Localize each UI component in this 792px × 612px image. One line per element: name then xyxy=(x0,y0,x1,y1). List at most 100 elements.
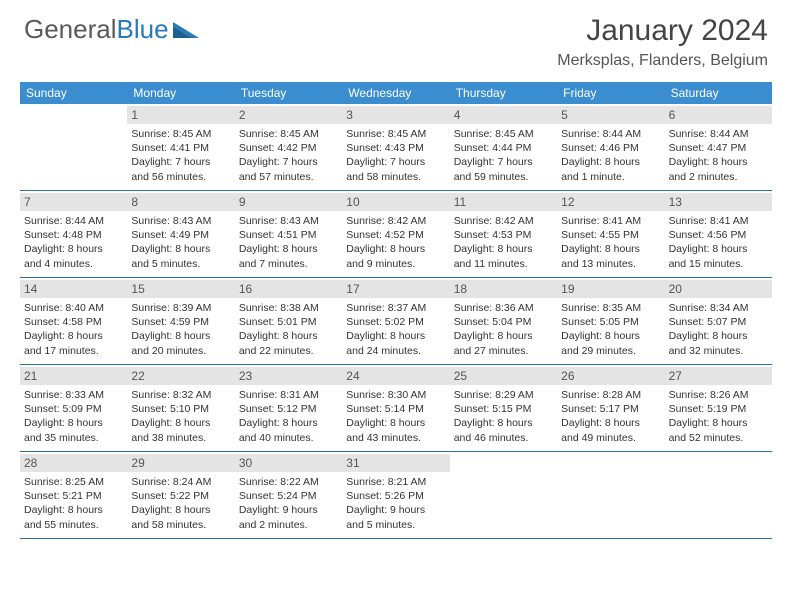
info-line: Daylight: 8 hours xyxy=(669,329,768,343)
info-line: and 59 minutes. xyxy=(454,170,553,184)
day-cell: 9 Sunrise: 8:43 AMSunset: 4:51 PMDaylight… xyxy=(235,191,342,277)
day-cell: 12Sunrise: 8:41 AMSunset: 4:55 PMDayligh… xyxy=(557,191,664,277)
day-info: Sunrise: 8:45 AMSunset: 4:42 PMDaylight:… xyxy=(239,127,338,184)
day-cell: 27 Sunrise: 8:26 AMSunset: 5:19 PMDayligh… xyxy=(665,365,772,451)
info-line: Sunset: 5:09 PM xyxy=(24,402,123,416)
header: GeneralBlue January 2024 Merksplas, Flan… xyxy=(0,0,792,76)
day-info: Sunrise: 8:42 AMSunset: 4:53 PMDaylight:… xyxy=(454,214,553,271)
day-info: Sunrise: 8:40 AMSunset: 4:58 PMDaylight:… xyxy=(24,301,123,358)
info-line: Daylight: 8 hours xyxy=(454,416,553,430)
info-line: and 13 minutes. xyxy=(561,257,660,271)
day-info: Sunrise: 8:44 AMSunset: 4:47 PMDaylight:… xyxy=(669,127,768,184)
day-cell: 10Sunrise: 8:42 AMSunset: 4:52 PMDayligh… xyxy=(342,191,449,277)
info-line: and 58 minutes. xyxy=(131,518,230,532)
day-number: 9 xyxy=(235,193,342,211)
info-line: Sunset: 5:02 PM xyxy=(346,315,445,329)
day-cell: 15Sunrise: 8:39 AMSunset: 4:59 PMDayligh… xyxy=(127,278,234,364)
day-number: 10 xyxy=(342,193,449,211)
dayhead-fri: Friday xyxy=(557,82,664,104)
info-line: Sunset: 5:14 PM xyxy=(346,402,445,416)
info-line: Sunrise: 8:45 AM xyxy=(239,127,338,141)
info-line: Sunrise: 8:28 AM xyxy=(561,388,660,402)
info-line: and 1 minute. xyxy=(561,170,660,184)
info-line: Sunset: 4:46 PM xyxy=(561,141,660,155)
info-line: Daylight: 8 hours xyxy=(131,242,230,256)
info-line: Sunset: 5:05 PM xyxy=(561,315,660,329)
day-number: 7 xyxy=(20,193,127,211)
day-cell: 3Sunrise: 8:45 AMSunset: 4:43 PMDaylight… xyxy=(342,104,449,190)
day-info: Sunrise: 8:43 AMSunset: 4:51 PMDaylight:… xyxy=(239,214,338,271)
day-number: 8 xyxy=(127,193,234,211)
info-line: Sunrise: 8:32 AM xyxy=(131,388,230,402)
day-info: Sunrise: 8:26 AMSunset: 5:19 PMDaylight:… xyxy=(669,388,768,445)
day-cell xyxy=(665,452,772,538)
day-info: Sunrise: 8:37 AMSunset: 5:02 PMDaylight:… xyxy=(346,301,445,358)
day-cell: 30Sunrise: 8:22 AMSunset: 5:24 PMDayligh… xyxy=(235,452,342,538)
day-cell xyxy=(557,452,664,538)
day-cell: 31Sunrise: 8:21 AMSunset: 5:26 PMDayligh… xyxy=(342,452,449,538)
info-line: Daylight: 7 hours xyxy=(346,155,445,169)
week-row: 28 Sunrise: 8:25 AMSunset: 5:21 PMDayligh… xyxy=(20,452,772,539)
day-number: 17 xyxy=(342,280,449,298)
day-info: Sunrise: 8:43 AMSunset: 4:49 PMDaylight:… xyxy=(131,214,230,271)
info-line: Sunset: 5:24 PM xyxy=(239,489,338,503)
day-info: Sunrise: 8:36 AMSunset: 5:04 PMDaylight:… xyxy=(454,301,553,358)
day-cell: 8 Sunrise: 8:43 AMSunset: 4:49 PMDaylight… xyxy=(127,191,234,277)
dayhead-mon: Monday xyxy=(127,82,234,104)
info-line: and 22 minutes. xyxy=(239,344,338,358)
day-number: 25 xyxy=(450,367,557,385)
info-line: and 29 minutes. xyxy=(561,344,660,358)
info-line: Daylight: 8 hours xyxy=(346,416,445,430)
info-line: Daylight: 8 hours xyxy=(454,329,553,343)
info-line: and 49 minutes. xyxy=(561,431,660,445)
dayhead-sat: Saturday xyxy=(665,82,772,104)
day-number: 14 xyxy=(20,280,127,298)
info-line: Daylight: 7 hours xyxy=(239,155,338,169)
info-line: and 46 minutes. xyxy=(454,431,553,445)
day-info: Sunrise: 8:24 AMSunset: 5:22 PMDaylight:… xyxy=(131,475,230,532)
info-line: and 40 minutes. xyxy=(239,431,338,445)
info-line: Sunrise: 8:45 AM xyxy=(131,127,230,141)
info-line: and 2 minutes. xyxy=(239,518,338,532)
info-line: Sunrise: 8:40 AM xyxy=(24,301,123,315)
day-info: Sunrise: 8:31 AMSunset: 5:12 PMDaylight:… xyxy=(239,388,338,445)
dayhead-tue: Tuesday xyxy=(235,82,342,104)
info-line: and 57 minutes. xyxy=(239,170,338,184)
info-line: Daylight: 7 hours xyxy=(454,155,553,169)
info-line: Sunset: 4:52 PM xyxy=(346,228,445,242)
day-number: 24 xyxy=(342,367,449,385)
dayhead-sun: Sunday xyxy=(20,82,127,104)
info-line: and 38 minutes. xyxy=(131,431,230,445)
info-line: Sunrise: 8:45 AM xyxy=(454,127,553,141)
info-line: Sunrise: 8:37 AM xyxy=(346,301,445,315)
info-line: Sunset: 4:53 PM xyxy=(454,228,553,242)
day-info: Sunrise: 8:34 AMSunset: 5:07 PMDaylight:… xyxy=(669,301,768,358)
weeks-container: 1Sunrise: 8:45 AMSunset: 4:41 PMDaylight… xyxy=(20,104,772,539)
day-number: 28 xyxy=(20,454,127,472)
day-info: Sunrise: 8:44 AMSunset: 4:46 PMDaylight:… xyxy=(561,127,660,184)
info-line: Daylight: 9 hours xyxy=(239,503,338,517)
info-line: Sunset: 4:41 PM xyxy=(131,141,230,155)
day-cell: 24 Sunrise: 8:30 AMSunset: 5:14 PMDayligh… xyxy=(342,365,449,451)
info-line: Sunrise: 8:30 AM xyxy=(346,388,445,402)
info-line: Daylight: 8 hours xyxy=(669,242,768,256)
week-row: 7Sunrise: 8:44 AMSunset: 4:48 PMDaylight… xyxy=(20,191,772,278)
info-line: Sunrise: 8:21 AM xyxy=(346,475,445,489)
day-number: 27 xyxy=(665,367,772,385)
day-info: Sunrise: 8:28 AMSunset: 5:17 PMDaylight:… xyxy=(561,388,660,445)
day-info: Sunrise: 8:32 AMSunset: 5:10 PMDaylight:… xyxy=(131,388,230,445)
day-cell: 17 Sunrise: 8:37 AMSunset: 5:02 PMDayligh… xyxy=(342,278,449,364)
info-line: Sunset: 4:44 PM xyxy=(454,141,553,155)
day-number: 18 xyxy=(450,280,557,298)
day-info: Sunrise: 8:25 AMSunset: 5:21 PMDaylight:… xyxy=(24,475,123,532)
info-line: Sunset: 4:51 PM xyxy=(239,228,338,242)
day-cell: 4Sunrise: 8:45 AMSunset: 4:44 PMDaylight… xyxy=(450,104,557,190)
info-line: Sunrise: 8:31 AM xyxy=(239,388,338,402)
info-line: Daylight: 8 hours xyxy=(346,329,445,343)
info-line: and 43 minutes. xyxy=(346,431,445,445)
info-line: and 7 minutes. xyxy=(239,257,338,271)
info-line: Sunset: 4:55 PM xyxy=(561,228,660,242)
info-line: Sunset: 5:10 PM xyxy=(131,402,230,416)
info-line: Sunset: 5:15 PM xyxy=(454,402,553,416)
info-line: Daylight: 8 hours xyxy=(561,329,660,343)
